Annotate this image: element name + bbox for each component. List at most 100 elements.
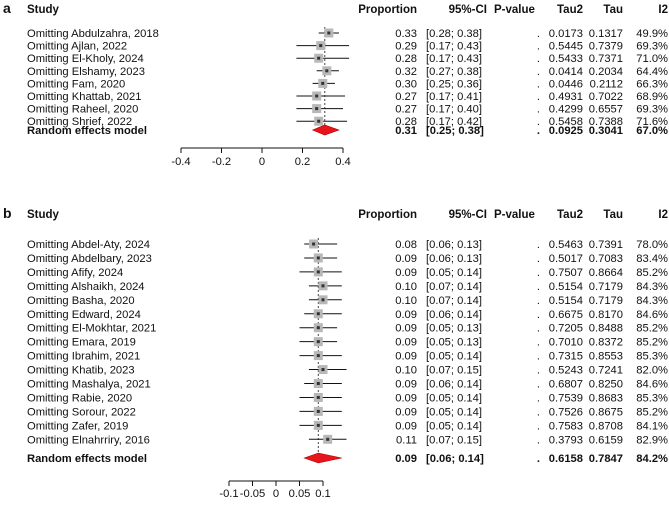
tau-value: 0.8683 [589,392,623,404]
x-axis-tick-label: -0.1 [219,488,238,500]
ci-value: [0.07; 0.15] [426,434,482,446]
study-label: Omitting Afify, 2024 [27,267,123,279]
summary-pvalue: . [537,125,540,137]
x-axis-tick-label: 0.1 [315,488,331,500]
point-estimate-dot [316,340,320,344]
point-estimate-dot [316,423,320,427]
summary-proportion: 0.31 [395,125,417,137]
study-label: Omitting Khatib, 2023 [27,365,135,377]
proportion-value: 0.09 [395,351,417,363]
pvalue-value: . [537,253,540,265]
pvalue-value: . [537,420,540,432]
point-estimate-dot [317,119,321,123]
panel-letter: a [3,0,11,16]
tau-value: 0.8675 [589,406,623,418]
tau-value: 0.7371 [589,53,623,65]
point-estimate-dot [316,409,320,413]
summary-tau2: 0.0925 [549,125,583,137]
pvalue-value: . [537,295,540,307]
tau-value: 0.7022 [589,91,623,103]
study-label: Omitting Basha, 2020 [27,295,135,307]
i2-value: 85.2% [636,337,668,349]
pvalue-value: . [537,41,540,53]
study-label: Omitting Abdulzahra, 2018 [27,28,159,40]
x-axis-tick-label: 0 [273,488,279,500]
ci-value: [0.05; 0.14] [426,420,482,432]
tau-value: 0.2034 [589,66,623,78]
study-label: Omitting Zafer, 2019 [27,420,128,432]
i2-value: 83.4% [636,253,668,265]
i2-value: 66.3% [636,78,668,90]
ci-value: [0.05; 0.13] [426,337,482,349]
i2-value: 84.6% [636,309,668,321]
point-estimate-dot [316,326,320,330]
pvalue-value: . [537,379,540,391]
i2-value: 85.2% [636,323,668,335]
study-label: Omitting Fam, 2020 [27,78,125,90]
tau2-value: 0.5458 [549,116,583,128]
i2-value: 84.3% [636,281,668,293]
point-estimate-dot [316,270,320,274]
ci-value: [0.06; 0.13] [426,239,482,251]
pvalue-value: . [537,434,540,446]
proportion-value: 0.09 [395,267,417,279]
summary-i2: 67.0% [636,125,668,137]
tau2-value: 0.6807 [549,379,583,391]
i2-value: 85.2% [636,267,668,279]
point-estimate-dot [317,56,321,60]
tau-value: 0.6557 [589,104,623,116]
tau2-value: 0.5154 [549,281,583,293]
ci-value: [0.06; 0.14] [426,379,482,391]
pvalue-value: . [537,267,540,279]
i2-value: 69.3% [636,104,668,116]
study-label: Omitting Ibrahim, 2021 [27,351,140,363]
study-label: Omitting Raheel, 2020 [27,104,138,116]
tau2-value: 0.5154 [549,295,583,307]
i2-value: 71.6% [636,116,668,128]
header-ci: 95%-CI [449,209,487,221]
tau2-value: 0.7205 [549,323,583,335]
proportion-value: 0.10 [395,281,417,293]
tau-value: 0.7379 [589,41,623,53]
header-study: Study [27,209,60,221]
i2-value: 84.3% [636,295,668,307]
tau-value: 0.7391 [589,239,623,251]
i2-value: 85.2% [636,406,668,418]
tau-value: 0.8372 [589,337,623,349]
study-label: Omitting Elshamy, 2023 [27,66,145,78]
pvalue-value: . [537,392,540,404]
ci-value: [0.17; 0.43] [426,53,482,65]
ci-value: [0.17; 0.43] [426,41,482,53]
summary-proportion: 0.09 [395,453,417,465]
x-axis-tick-label: -0.05 [240,488,266,500]
proportion-value: 0.09 [395,309,417,321]
x-axis-tick-label: 0 [259,156,265,168]
proportion-value: 0.09 [395,392,417,404]
ci-value: [0.07; 0.14] [426,281,482,293]
x-axis-tick-label: -0.4 [171,156,190,168]
summary-i2: 84.2% [636,453,668,465]
proportion-value: 0.28 [395,116,417,128]
tau2-value: 0.3793 [549,434,583,446]
i2-value: 49.9% [636,28,668,40]
summary-tau: 0.3041 [589,125,623,137]
pvalue-value: . [537,337,540,349]
proportion-value: 0.09 [395,337,417,349]
header-tau2: Tau2 [557,4,583,16]
point-estimate-dot [321,81,325,85]
ci-value: [0.05; 0.14] [426,392,482,404]
study-label: Omitting Abdel-Aty, 2024 [27,239,150,251]
tau2-value: 0.5433 [549,53,583,65]
x-axis-tick-label: 0.4 [335,156,351,168]
i2-value: 64.4% [636,66,668,78]
summary-ci: [0.25; 0.38] [426,125,484,137]
proportion-value: 0.27 [395,104,417,116]
tau2-value: 0.0173 [549,28,583,40]
point-estimate-dot [325,69,329,73]
ci-value: [0.17; 0.40] [426,104,482,116]
proportion-value: 0.28 [395,53,417,65]
panel-letter: b [3,205,12,221]
ci-value: [0.25; 0.36] [426,78,482,90]
header-ci: 95%-CI [449,4,487,16]
